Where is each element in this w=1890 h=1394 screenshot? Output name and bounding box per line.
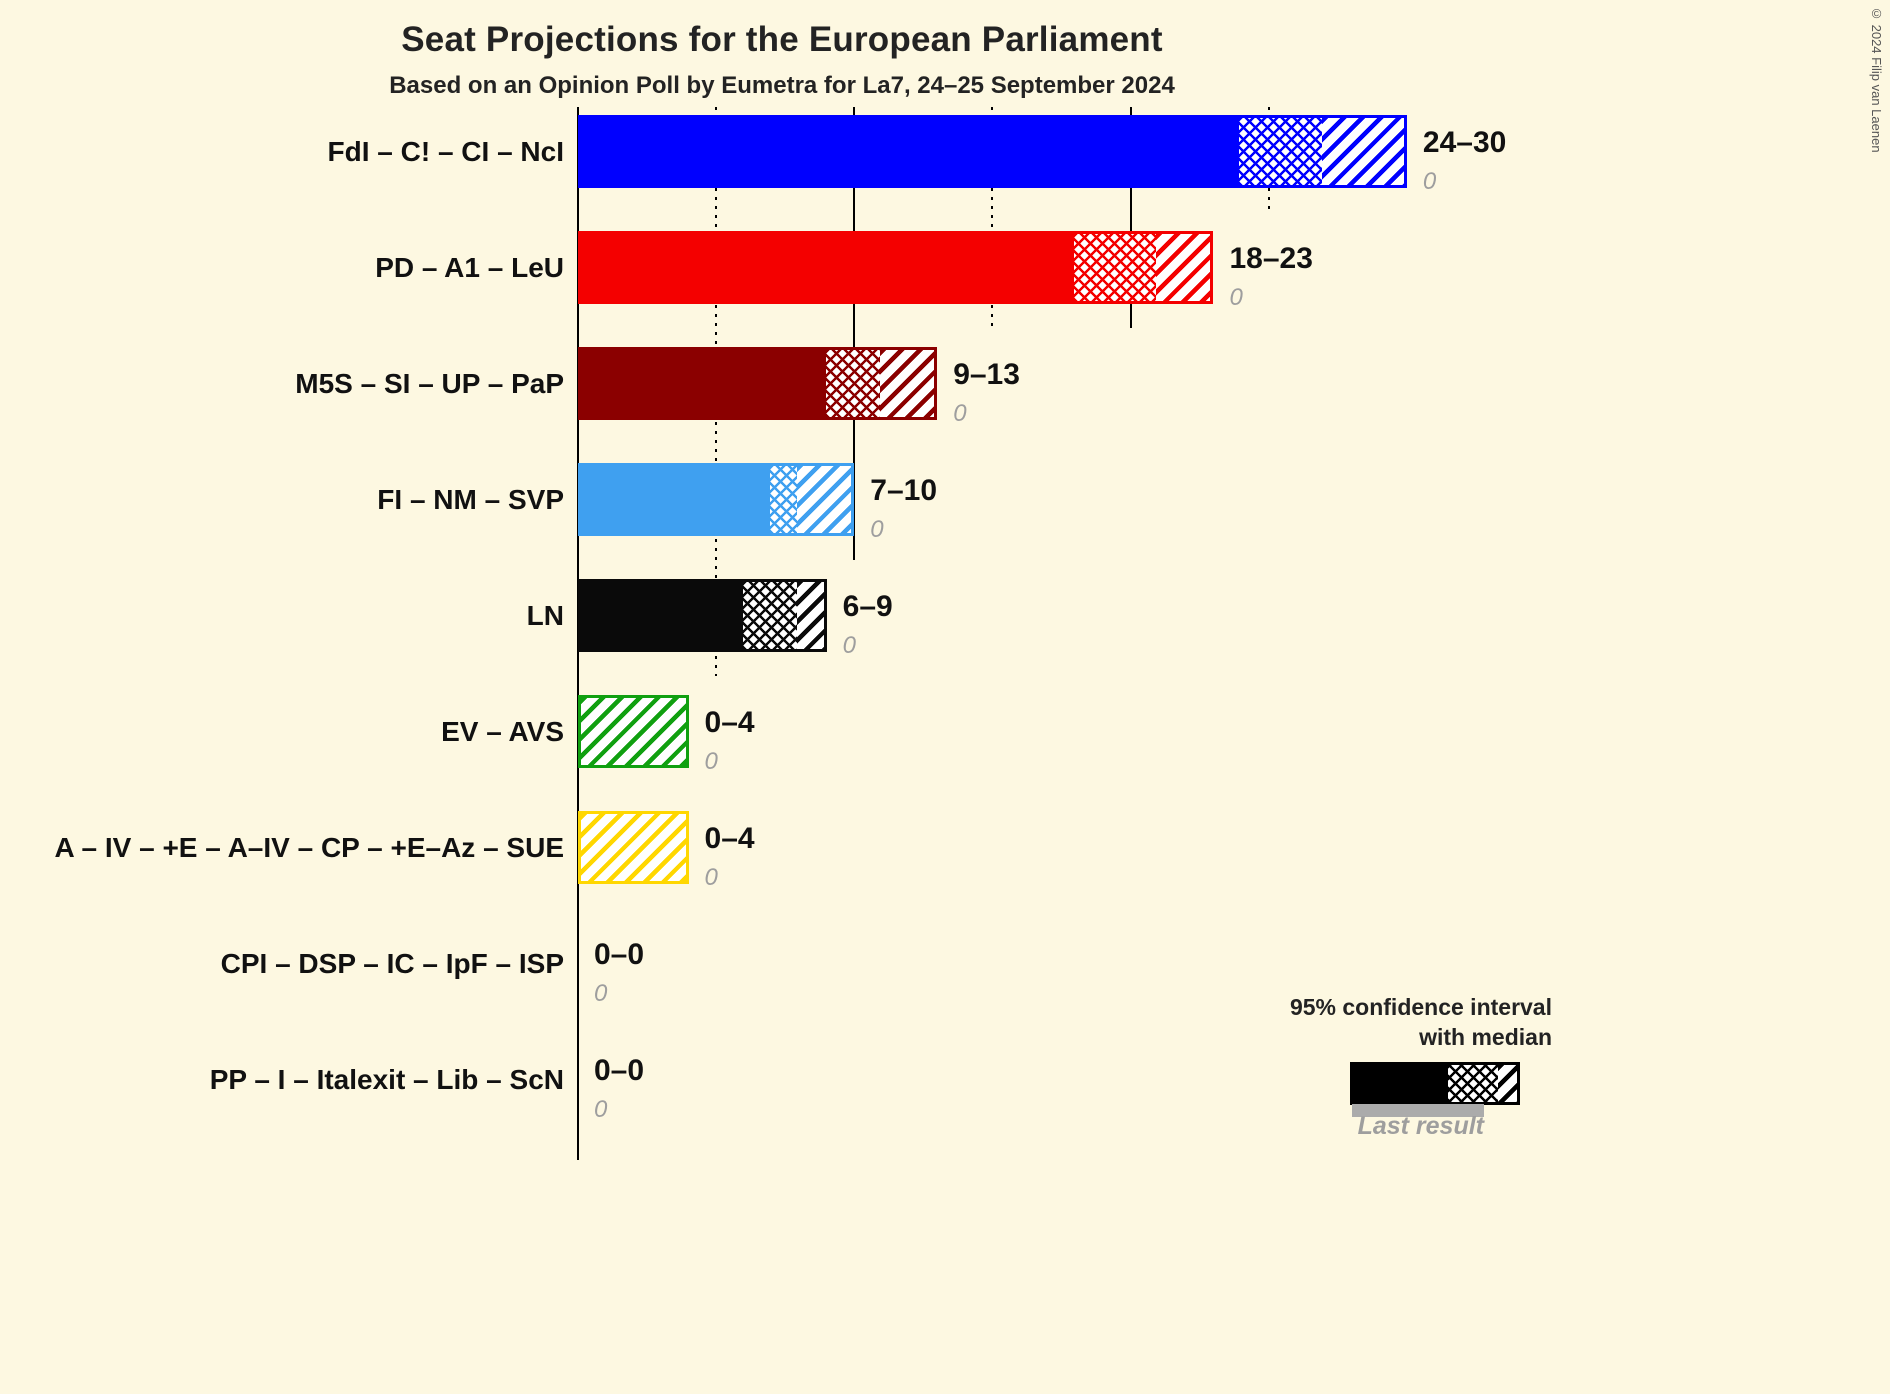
bar-solid-section — [581, 118, 1240, 185]
confidence-bar — [578, 231, 1214, 304]
bar-solid-section — [581, 234, 1074, 301]
page-title: Seat Projections for the European Parlia… — [401, 20, 1163, 59]
party-label: M5S – SI – UP – PaP — [295, 367, 564, 399]
legend-ci-line1: 95% confidence interval — [1289, 994, 1552, 1020]
last-result-value: 0 — [953, 400, 967, 427]
seat-range-label: 0–4 — [704, 706, 755, 739]
last-result-value: 0 — [1229, 284, 1243, 311]
party-label: A – IV – +E – A–IV – CP – +E–Az – SUE — [54, 831, 564, 863]
last-result-value: 0 — [870, 516, 884, 543]
bar-diagonal-section — [581, 814, 686, 881]
legend-ci-label: 95% confidence interval with median — [900, 992, 1552, 1052]
last-result-value: 0 — [1422, 168, 1437, 195]
legend-diagonal-section — [1498, 1065, 1517, 1102]
bar-solid-section — [581, 582, 743, 649]
confidence-bar — [578, 115, 1407, 188]
gridline-20 — [1129, 107, 1132, 328]
legend-sample-bar — [1350, 1062, 1520, 1105]
party-label: FI – NM – SVP — [377, 483, 564, 515]
seat-range-label: 9–13 — [953, 358, 1020, 391]
bar-solid-section — [581, 466, 771, 533]
bar-crosshatch-section — [1239, 118, 1322, 185]
bar-crosshatch-section — [825, 350, 880, 417]
seat-range-label: 0–0 — [594, 1054, 645, 1087]
bar-diagonal-section — [796, 582, 824, 649]
seat-range-label: 18–23 — [1229, 242, 1313, 275]
bar-solid-section — [581, 350, 826, 417]
seat-range-label: 0–0 — [594, 938, 645, 971]
bar-crosshatch-section — [770, 466, 798, 533]
last-result-value: 0 — [842, 632, 857, 659]
seat-range-label: 6–9 — [842, 590, 893, 623]
party-label: FdI – C! – CI – NcI — [327, 135, 565, 167]
party-label: EV – AVS — [441, 715, 564, 747]
last-result-value: 0 — [704, 864, 718, 891]
seat-range-label: 0–4 — [704, 822, 755, 855]
party-label: PP – I – Italexit – Lib – ScN — [209, 1063, 564, 1095]
last-result-value: 0 — [594, 1096, 608, 1123]
seat-range-label: 24–30 — [1422, 126, 1507, 159]
bar-diagonal-section — [1321, 118, 1404, 185]
bar-diagonal-section — [797, 466, 852, 533]
last-result-value: 0 — [594, 980, 608, 1007]
legend-last-result-label: Last result — [1357, 1112, 1484, 1140]
legend-last-result-bar — [1352, 1104, 1484, 1117]
copyright-notice: © 2024 Filip van Laenen — [1869, 6, 1884, 153]
gridline-10 — [853, 107, 856, 560]
seat-range-label: 7–10 — [870, 474, 938, 507]
party-label: PD – A1 – LeU — [375, 251, 564, 283]
bar-crosshatch-section — [1073, 234, 1156, 301]
bar-diagonal-section — [581, 698, 686, 765]
party-label: LN — [526, 599, 564, 631]
gridline-dotted-15 — [991, 107, 994, 328]
legend-crosshatch-section — [1448, 1065, 1498, 1102]
last-result-value: 0 — [704, 748, 718, 775]
legend-solid-section — [1353, 1065, 1448, 1102]
confidence-bar — [578, 695, 689, 768]
bar-diagonal-section — [1155, 234, 1211, 301]
confidence-bar — [578, 347, 938, 420]
party-label: CPI – DSP – IC – IpF – ISP — [220, 947, 564, 979]
confidence-bar — [578, 579, 827, 652]
page-subtitle: Based on an Opinion Poll by Eumetra for … — [389, 72, 1175, 99]
confidence-bar — [578, 811, 689, 884]
legend-ci-line2: with median — [1419, 1024, 1552, 1050]
bar-diagonal-section — [879, 350, 935, 417]
confidence-bar — [578, 463, 855, 536]
bar-crosshatch-section — [742, 582, 797, 649]
